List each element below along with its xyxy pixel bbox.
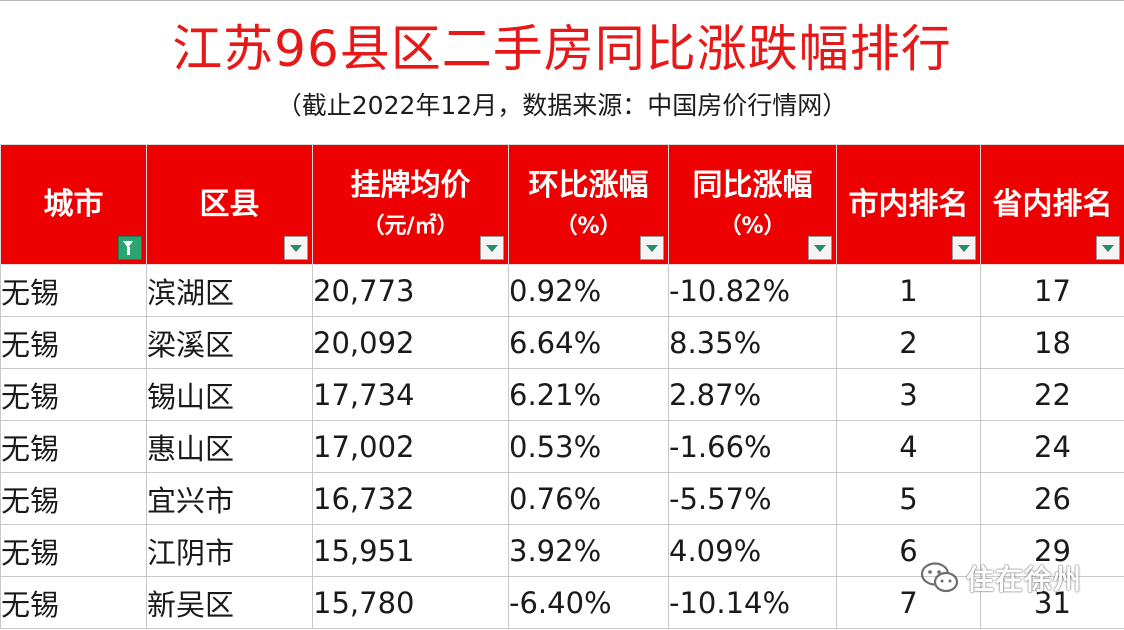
city-rank-cell: 6: [836, 524, 981, 577]
column-header-city: 城市: [0, 144, 147, 265]
table-row: 无锡 锡山区 17,734 6.21% 2.87% 3 22: [0, 368, 1124, 421]
column-header-yoy: 同比涨幅 （%）: [668, 144, 837, 265]
page-subtitle: （截止2022年12月，数据来源：中国房价行情网）: [276, 91, 848, 120]
province-rank-cell: 31: [980, 576, 1124, 629]
table-row: 无锡 滨湖区 20,773 0.92% -10.82% 1 17: [0, 264, 1124, 317]
district-cell: 惠山区: [146, 420, 313, 473]
yoy-change-cell: 2.87%: [668, 368, 837, 421]
city-rank-cell: 5: [836, 472, 981, 525]
yoy-change-cell: -5.57%: [668, 472, 837, 525]
city-cell: 无锡: [0, 420, 147, 473]
title-block: 江苏96县区二手房同比涨跌幅排行 （截止2022年12月，数据来源：中国房价行情…: [0, 0, 1124, 144]
district-cell: 宜兴市: [146, 472, 313, 525]
table-row: 无锡 梁溪区 20,092 6.64% 8.35% 2 18: [0, 316, 1124, 369]
price-cell: 17,734: [312, 368, 509, 421]
mom-change-cell: 0.76%: [508, 472, 669, 525]
column-header-label: 同比涨幅: [692, 167, 813, 203]
column-header-price: 挂牌均价 （元/㎡）: [312, 144, 509, 265]
city-rank-cell: 4: [836, 420, 981, 473]
yoy-change-cell: -1.66%: [668, 420, 837, 473]
watermark-text: 住在徐州: [966, 563, 1083, 596]
mom-change-cell: 6.64%: [508, 316, 669, 369]
city-rank-cell: 2: [836, 316, 981, 369]
yoy-change-cell: 4.09%: [668, 524, 837, 577]
city-cell: 无锡: [0, 472, 147, 525]
column-header-mom: 环比涨幅 （%）: [508, 144, 669, 265]
price-cell: 15,951: [312, 524, 509, 577]
price-cell: 16,732: [312, 472, 509, 525]
district-cell: 江阴市: [146, 524, 313, 577]
page-title: 江苏96县区二手房同比涨跌幅排行: [172, 20, 952, 78]
mom-change-cell: 0.53%: [508, 420, 669, 473]
table-row: 无锡 宜兴市 16,732 0.76% -5.57% 5 26: [0, 472, 1124, 525]
province-rank-cell: 24: [980, 420, 1124, 473]
filter-dropdown-icon[interactable]: [640, 236, 664, 260]
city-cell: 无锡: [0, 524, 147, 577]
filter-dropdown-icon[interactable]: [480, 236, 504, 260]
ranking-table: 城市 区县 挂牌均价 （元/㎡） 环比涨幅 （%）: [0, 144, 1124, 629]
wechat-icon: [920, 562, 959, 593]
city-rank-cell: 3: [836, 368, 981, 421]
price-cell: 20,092: [312, 316, 509, 369]
column-header-label: 市内排名: [848, 186, 969, 222]
mom-change-cell: 3.92%: [508, 524, 669, 577]
column-header-label: 环比涨幅: [528, 167, 649, 203]
column-header-label: 城市: [43, 186, 104, 222]
price-cell: 20,773: [312, 264, 509, 317]
district-cell: 锡山区: [146, 368, 313, 421]
filter-dropdown-icon[interactable]: [808, 236, 832, 260]
header-row: 城市 区县 挂牌均价 （元/㎡） 环比涨幅 （%）: [0, 144, 1124, 265]
column-header-province-rank: 省内排名: [980, 144, 1124, 265]
mom-change-cell: 0.92%: [508, 264, 669, 317]
column-header-label: 挂牌均价: [350, 167, 471, 203]
province-rank-cell: 22: [980, 368, 1124, 421]
city-rank-cell: 1: [836, 264, 981, 317]
filter-dropdown-icon[interactable]: [284, 236, 308, 260]
watermark: 住在徐州: [918, 558, 1082, 598]
district-cell: 梁溪区: [146, 316, 313, 369]
table-row: 无锡 新吴区 15,780 -6.40% -10.14% 7 31: [0, 576, 1124, 629]
filter-active-icon[interactable]: [118, 236, 142, 260]
price-cell: 17,002: [312, 420, 509, 473]
province-rank-cell: 17: [980, 264, 1124, 317]
city-cell: 无锡: [0, 368, 147, 421]
yoy-change-cell: -10.82%: [668, 264, 837, 317]
province-rank-cell: 26: [980, 472, 1124, 525]
table-body: 无锡 滨湖区 20,773 0.92% -10.82% 1 17 无锡 梁溪区 20,092 6.6…: [0, 264, 1124, 629]
filter-dropdown-icon[interactable]: [952, 236, 976, 260]
column-header-district: 区县: [146, 144, 313, 265]
district-cell: 滨湖区: [146, 264, 313, 317]
yoy-change-cell: 8.35%: [668, 316, 837, 369]
city-cell: 无锡: [0, 264, 147, 317]
column-header-label: 区县: [199, 186, 260, 222]
column-header-city-rank: 市内排名: [836, 144, 981, 265]
column-header-unit: （%）: [555, 213, 622, 239]
table-row: 无锡 惠山区 17,002 0.53% -1.66% 4 24: [0, 420, 1124, 473]
city-cell: 无锡: [0, 576, 147, 629]
mom-change-cell: 6.21%: [508, 368, 669, 421]
column-header-unit: （%）: [719, 213, 786, 239]
district-cell: 新吴区: [146, 576, 313, 629]
filter-dropdown-icon[interactable]: [1096, 236, 1120, 260]
city-cell: 无锡: [0, 316, 147, 369]
mom-change-cell: -6.40%: [508, 576, 669, 629]
yoy-change-cell: -10.14%: [668, 576, 837, 629]
column-header-unit: （元/㎡）: [362, 213, 459, 239]
column-header-label: 省内排名: [992, 186, 1113, 222]
table-row: 无锡 江阴市 15,951 3.92% 4.09% 6 29: [0, 524, 1124, 577]
province-rank-cell: 29: [980, 524, 1124, 577]
province-rank-cell: 18: [980, 316, 1124, 369]
price-cell: 15,780: [312, 576, 509, 629]
